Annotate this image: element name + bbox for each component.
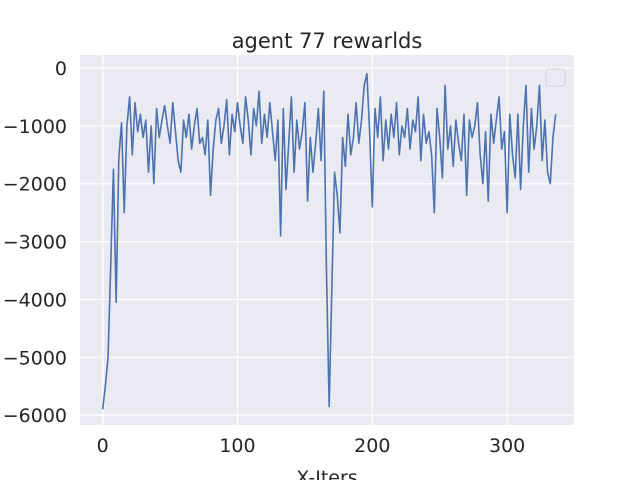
y-tick-label: −4000	[3, 289, 67, 311]
x-tick-label: 300	[489, 435, 525, 457]
x-axis-label: X-Iters	[296, 467, 357, 480]
y-tick-label: −6000	[3, 405, 67, 427]
y-tick-label: −1000	[3, 116, 67, 138]
chart-title: agent 77 rewarlds	[232, 29, 423, 53]
x-tick-label: 100	[219, 435, 255, 457]
legend-box	[545, 68, 566, 87]
y-tick-label: 0	[55, 58, 67, 80]
y-tick-label: −3000	[3, 232, 67, 254]
y-tick-label: −2000	[3, 174, 67, 196]
x-tick-label: 200	[354, 435, 390, 457]
y-tick-label: −5000	[3, 347, 67, 369]
data-line	[101, 73, 557, 410]
x-tick-label: 0	[97, 435, 109, 457]
